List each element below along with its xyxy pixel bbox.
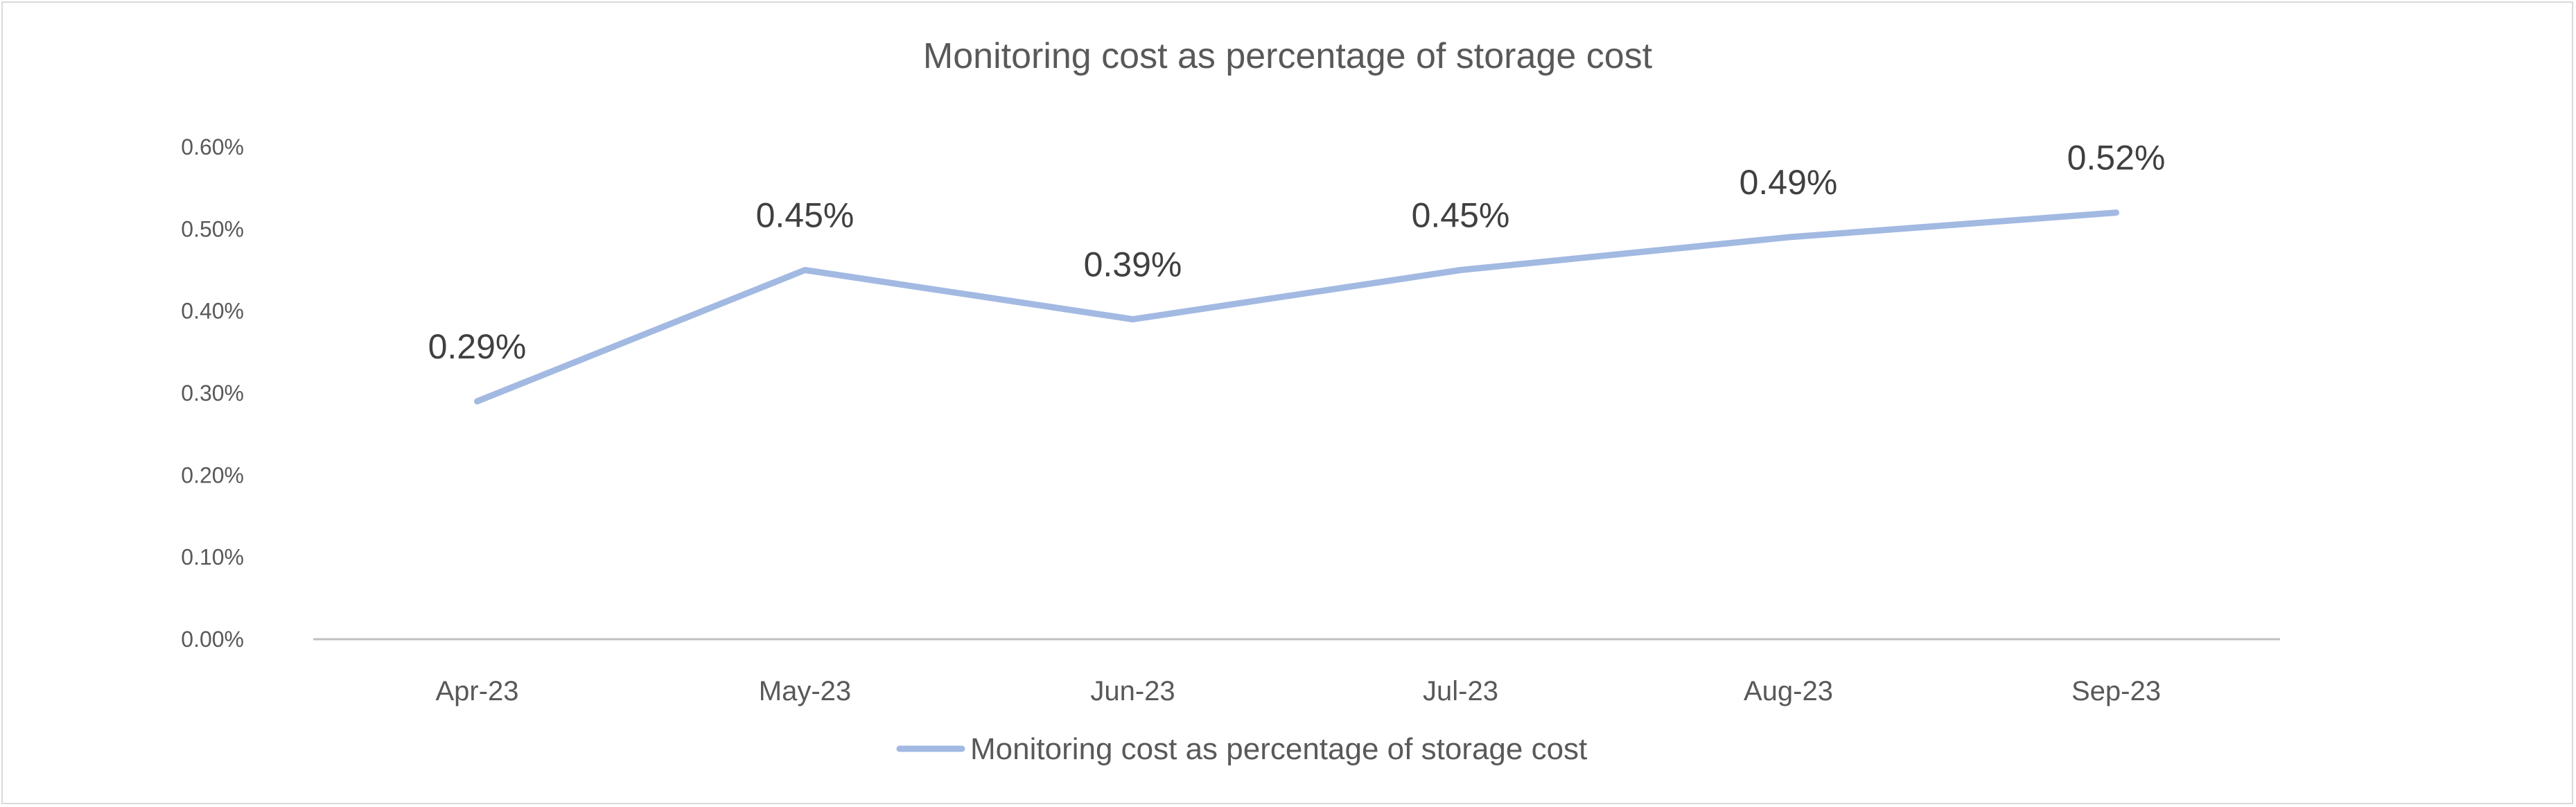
x-tick-label: May-23 xyxy=(759,676,851,706)
y-tick-label: 0.10% xyxy=(181,545,244,570)
data-label: 0.45% xyxy=(756,196,855,235)
legend-label[interactable]: Monitoring cost as percentage of storage… xyxy=(970,732,1587,766)
data-label: 0.52% xyxy=(2067,139,2166,177)
x-tick-label: Aug-23 xyxy=(1744,676,1833,706)
x-tick-label: Apr-23 xyxy=(435,676,518,706)
y-tick-label: 0.60% xyxy=(181,134,244,159)
data-label: 0.39% xyxy=(1084,245,1182,284)
y-tick-label: 0.40% xyxy=(181,299,244,324)
x-tick-label: Jun-23 xyxy=(1090,676,1175,706)
y-tick-label: 0.20% xyxy=(181,462,244,487)
x-tick-label: Sep-23 xyxy=(2071,676,2161,706)
data-label: 0.49% xyxy=(1740,163,1838,202)
data-label: 0.29% xyxy=(428,327,527,366)
chart-title: Monitoring cost as percentage of storage… xyxy=(923,36,1653,76)
x-tick-label: Jul-23 xyxy=(1423,676,1498,706)
y-tick-label: 0.00% xyxy=(181,627,244,652)
y-tick-label: 0.30% xyxy=(181,381,244,406)
data-label: 0.45% xyxy=(1412,196,1510,235)
y-tick-label: 0.50% xyxy=(181,216,244,241)
series-line xyxy=(474,209,2119,405)
